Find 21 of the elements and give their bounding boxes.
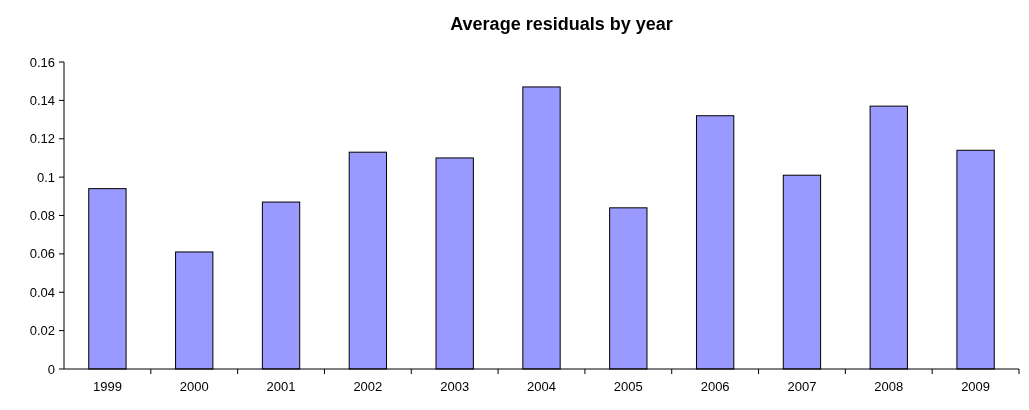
- y-tick-label: 0.08: [29, 208, 55, 224]
- y-tick-label: 0.16: [29, 54, 55, 70]
- chart-title: Average residuals by year: [450, 14, 673, 34]
- x-tick-label: 2002: [353, 379, 383, 394]
- y-tick-label: 0.04: [29, 284, 55, 300]
- x-tick-label: 2000: [179, 379, 209, 394]
- y-tick-label: 0: [47, 361, 55, 377]
- x-tick-label: 2007: [787, 379, 817, 394]
- x-tick-label: 2006: [700, 379, 730, 394]
- x-tick-label: 2005: [613, 379, 643, 394]
- y-tick-label: 0.06: [29, 246, 55, 262]
- x-tick-label: 2004: [527, 379, 556, 394]
- x-tick-label: 2008: [874, 379, 904, 394]
- y-tick-label: 0.02: [29, 323, 55, 339]
- y-tick-label: 0.14: [29, 92, 55, 108]
- y-tick-label: 0.12: [29, 131, 55, 147]
- y-tick-label: 0.1: [36, 169, 55, 185]
- x-tick-label: 2009: [961, 379, 991, 394]
- x-tick-label: 2001: [266, 379, 296, 394]
- x-tick-label: 1999: [92, 379, 122, 394]
- x-tick-label: 2003: [440, 379, 470, 394]
